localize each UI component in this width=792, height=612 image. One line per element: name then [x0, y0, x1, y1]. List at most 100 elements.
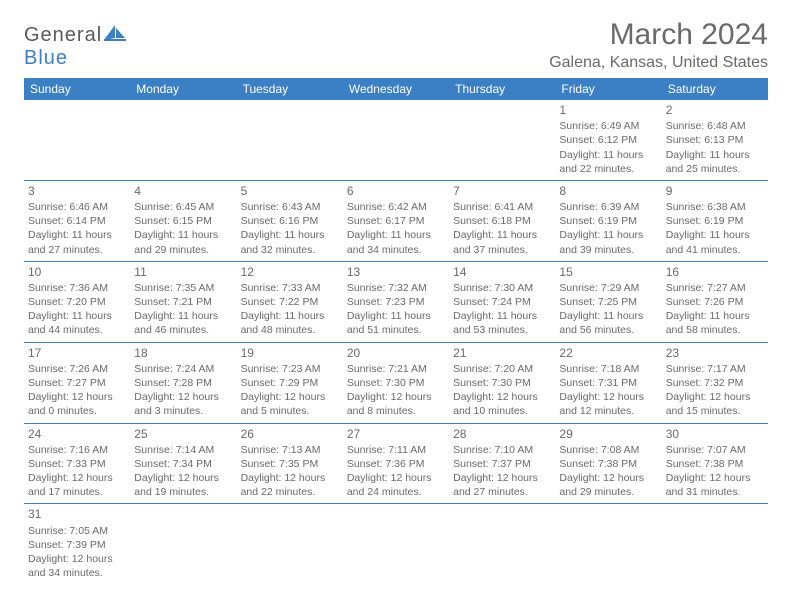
cell-sunset: Sunset: 6:14 PM: [28, 214, 126, 228]
title-block: March 2024 Galena, Kansas, United States: [549, 18, 768, 72]
calendar-cell: 15Sunrise: 7:29 AMSunset: 7:25 PMDayligh…: [555, 261, 661, 342]
cell-sunset: Sunset: 7:21 PM: [134, 295, 232, 309]
cell-daylight2: and 8 minutes.: [347, 404, 445, 418]
calendar-cell: 28Sunrise: 7:10 AMSunset: 7:37 PMDayligh…: [449, 423, 555, 504]
cell-daylight1: Daylight: 11 hours: [241, 228, 339, 242]
calendar-cell: [237, 504, 343, 584]
cell-sunrise: Sunrise: 7:27 AM: [666, 281, 764, 295]
calendar-cell: 10Sunrise: 7:36 AMSunset: 7:20 PMDayligh…: [24, 261, 130, 342]
header: GeneralBlue March 2024 Galena, Kansas, U…: [24, 18, 768, 72]
calendar-cell: 5Sunrise: 6:43 AMSunset: 6:16 PMDaylight…: [237, 180, 343, 261]
cell-daylight2: and 10 minutes.: [453, 404, 551, 418]
cell-sunrise: Sunrise: 7:11 AM: [347, 443, 445, 457]
cell-sunset: Sunset: 7:23 PM: [347, 295, 445, 309]
cell-sunrise: Sunrise: 7:35 AM: [134, 281, 232, 295]
cell-sunrise: Sunrise: 7:21 AM: [347, 362, 445, 376]
cell-sunset: Sunset: 7:38 PM: [559, 457, 657, 471]
cell-sunrise: Sunrise: 6:41 AM: [453, 200, 551, 214]
cell-sunset: Sunset: 6:15 PM: [134, 214, 232, 228]
cell-daylight1: Daylight: 12 hours: [28, 552, 126, 566]
cell-daylight1: Daylight: 11 hours: [666, 309, 764, 323]
day-number: 8: [559, 183, 657, 199]
sail-icon: [104, 24, 126, 47]
cell-sunrise: Sunrise: 7:17 AM: [666, 362, 764, 376]
day-number: 23: [666, 345, 764, 361]
cell-daylight2: and 25 minutes.: [666, 162, 764, 176]
cell-daylight2: and 37 minutes.: [453, 243, 551, 257]
cell-daylight1: Daylight: 12 hours: [241, 390, 339, 404]
calendar-row: 17Sunrise: 7:26 AMSunset: 7:27 PMDayligh…: [24, 342, 768, 423]
day-number: 3: [28, 183, 126, 199]
cell-daylight1: Daylight: 12 hours: [134, 471, 232, 485]
cell-sunset: Sunset: 7:22 PM: [241, 295, 339, 309]
calendar-cell: 21Sunrise: 7:20 AMSunset: 7:30 PMDayligh…: [449, 342, 555, 423]
day-number: 14: [453, 264, 551, 280]
calendar-header: SundayMondayTuesdayWednesdayThursdayFrid…: [24, 78, 768, 100]
cell-daylight2: and 39 minutes.: [559, 243, 657, 257]
day-number: 31: [28, 506, 126, 522]
calendar-cell: [449, 504, 555, 584]
calendar-cell: 7Sunrise: 6:41 AMSunset: 6:18 PMDaylight…: [449, 180, 555, 261]
cell-daylight2: and 58 minutes.: [666, 323, 764, 337]
cell-sunset: Sunset: 6:18 PM: [453, 214, 551, 228]
cell-daylight1: Daylight: 11 hours: [666, 228, 764, 242]
calendar-body: 1Sunrise: 6:49 AMSunset: 6:12 PMDaylight…: [24, 100, 768, 584]
cell-daylight1: Daylight: 11 hours: [453, 309, 551, 323]
cell-daylight1: Daylight: 11 hours: [241, 309, 339, 323]
cell-sunrise: Sunrise: 7:32 AM: [347, 281, 445, 295]
cell-daylight1: Daylight: 12 hours: [559, 471, 657, 485]
cell-sunset: Sunset: 7:36 PM: [347, 457, 445, 471]
cell-daylight2: and 19 minutes.: [134, 485, 232, 499]
calendar-row: 31 Sunrise: 7:05 AMSunset: 7:39 PMDayligh…: [24, 504, 768, 584]
cell-daylight2: and 15 minutes.: [666, 404, 764, 418]
day-number: 6: [347, 183, 445, 199]
day-number: 20: [347, 345, 445, 361]
day-number: 10: [28, 264, 126, 280]
calendar-cell: 1Sunrise: 6:49 AMSunset: 6:12 PMDaylight…: [555, 100, 661, 180]
logo-text: GeneralBlue: [24, 24, 126, 70]
cell-sunset: Sunset: 6:13 PM: [666, 133, 764, 147]
calendar-cell: 30Sunrise: 7:07 AMSunset: 7:38 PMDayligh…: [662, 423, 768, 504]
calendar-cell: [24, 100, 130, 180]
day-number: 2: [666, 102, 764, 118]
calendar-cell: 9Sunrise: 6:38 AMSunset: 6:19 PMDaylight…: [662, 180, 768, 261]
cell-sunset: Sunset: 6:16 PM: [241, 214, 339, 228]
cell-sunset: Sunset: 7:39 PM: [28, 538, 126, 552]
calendar-cell: 2Sunrise: 6:48 AMSunset: 6:13 PMDaylight…: [662, 100, 768, 180]
calendar-cell: 31 Sunrise: 7:05 AMSunset: 7:39 PMDayligh…: [24, 504, 130, 584]
cell-sunrise: Sunrise: 7:33 AM: [241, 281, 339, 295]
calendar-cell: 8Sunrise: 6:39 AMSunset: 6:19 PMDaylight…: [555, 180, 661, 261]
cell-sunset: Sunset: 7:32 PM: [666, 376, 764, 390]
calendar-cell: [662, 504, 768, 584]
cell-daylight1: Daylight: 12 hours: [559, 390, 657, 404]
cell-sunrise: Sunrise: 6:49 AM: [559, 119, 657, 133]
cell-daylight1: Daylight: 12 hours: [453, 390, 551, 404]
day-number: 28: [453, 426, 551, 442]
cell-daylight2: and 48 minutes.: [241, 323, 339, 337]
cell-daylight1: Daylight: 11 hours: [559, 148, 657, 162]
calendar-row: 1Sunrise: 6:49 AMSunset: 6:12 PMDaylight…: [24, 100, 768, 180]
cell-sunrise: Sunrise: 7:08 AM: [559, 443, 657, 457]
calendar-cell: 12Sunrise: 7:33 AMSunset: 7:22 PMDayligh…: [237, 261, 343, 342]
cell-daylight2: and 22 minutes.: [559, 162, 657, 176]
cell-daylight1: Daylight: 11 hours: [28, 309, 126, 323]
day-number: 5: [241, 183, 339, 199]
weekday-header: Monday: [130, 78, 236, 100]
cell-sunrise: Sunrise: 7:26 AM: [28, 362, 126, 376]
cell-daylight1: Daylight: 11 hours: [559, 228, 657, 242]
cell-sunset: Sunset: 7:37 PM: [453, 457, 551, 471]
day-number: 18: [134, 345, 232, 361]
day-number: 29: [559, 426, 657, 442]
day-number: 4: [134, 183, 232, 199]
cell-daylight2: and 34 minutes.: [28, 566, 126, 580]
cell-sunrise: Sunrise: 7:05 AM: [28, 524, 126, 538]
cell-daylight2: and 41 minutes.: [666, 243, 764, 257]
day-number: 16: [666, 264, 764, 280]
cell-sunrise: Sunrise: 7:29 AM: [559, 281, 657, 295]
cell-daylight2: and 24 minutes.: [347, 485, 445, 499]
day-number: 21: [453, 345, 551, 361]
calendar-cell: 23Sunrise: 7:17 AMSunset: 7:32 PMDayligh…: [662, 342, 768, 423]
calendar-cell: 27Sunrise: 7:11 AMSunset: 7:36 PMDayligh…: [343, 423, 449, 504]
calendar-cell: 20Sunrise: 7:21 AMSunset: 7:30 PMDayligh…: [343, 342, 449, 423]
cell-sunset: Sunset: 7:27 PM: [28, 376, 126, 390]
